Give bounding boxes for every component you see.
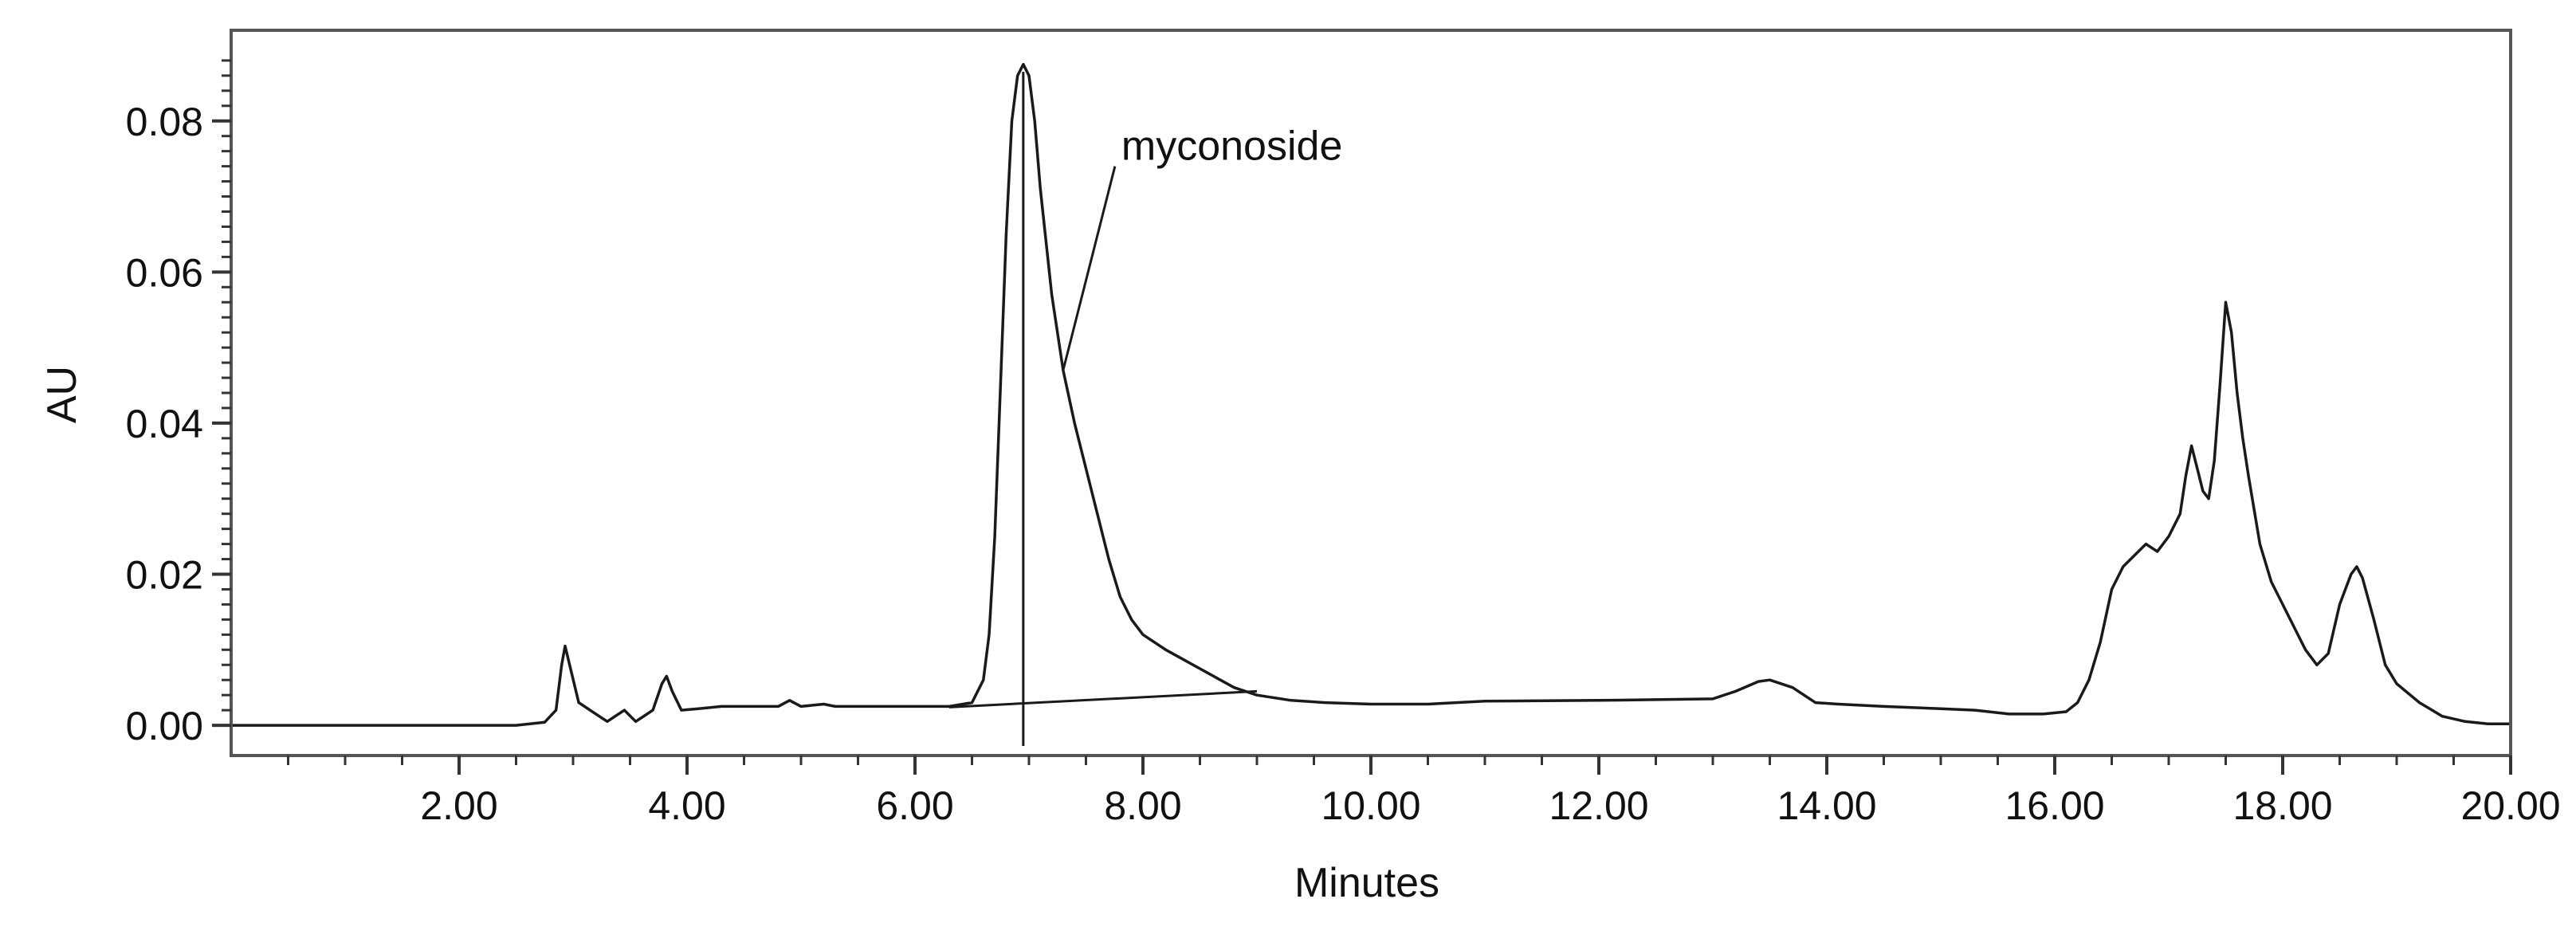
- y-tick-label: 0.06: [126, 250, 203, 295]
- x-tick-label: 12.00: [1549, 783, 1648, 828]
- y-tick-label: 0.08: [126, 100, 203, 144]
- x-tick-label: 16.00: [2005, 783, 2104, 828]
- annotation-leader-line: [1062, 166, 1117, 371]
- plot-frame: [230, 29, 2512, 757]
- y-tick-label: 0.04: [126, 402, 203, 446]
- x-tick-label: 2.00: [420, 783, 497, 828]
- x-tick-label: 14.00: [1777, 783, 1876, 828]
- x-tick-label: 10.00: [1321, 783, 1420, 828]
- y-axis-title: AU: [39, 366, 85, 423]
- plot-layer: myconoside: [231, 62, 2511, 746]
- x-tick-label: 18.00: [2232, 783, 2332, 828]
- integration-baseline: [948, 689, 1258, 709]
- x-tick-label: 20.00: [2460, 783, 2560, 828]
- x-tick-label: 6.00: [876, 783, 953, 828]
- x-axis-title: Minutes: [1294, 860, 1439, 906]
- chromatogram-trace: [231, 62, 2511, 727]
- axis-layer: 2.00 4.00 6.00 8.00 10.00 12.00 14.00 16.00 18.0…: [126, 29, 2561, 828]
- peak-annotation-label: myconoside: [1121, 124, 1342, 170]
- y-tick-label: 0.02: [126, 553, 203, 598]
- x-tick-label: 4.00: [648, 783, 725, 828]
- y-tick-label: 0.00: [126, 704, 203, 748]
- x-tick-label: 8.00: [1104, 783, 1181, 828]
